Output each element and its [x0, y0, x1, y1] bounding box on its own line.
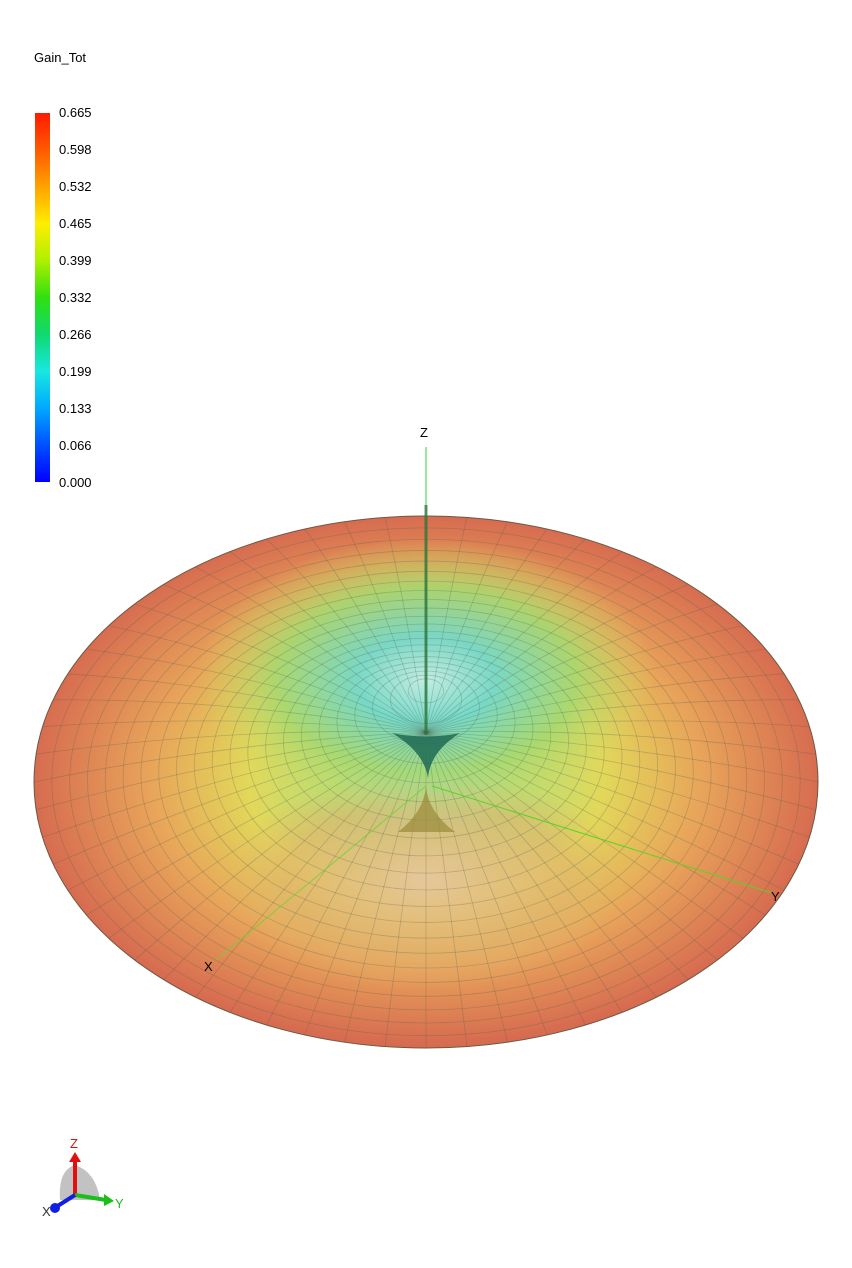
mesh-meridian	[344, 521, 427, 733]
colorbar-tick-label: 0.532	[59, 179, 92, 194]
colorbar-tick-label: 0.598	[59, 142, 92, 157]
triad-x-label: X	[42, 1204, 51, 1219]
mesh-meridian	[425, 731, 586, 1026]
mesh-meridian	[425, 731, 819, 783]
mesh-meridian	[67, 731, 427, 891]
y-axis-label: Y	[771, 889, 780, 904]
mesh-meridian	[425, 720, 810, 733]
mesh-meridian	[425, 731, 810, 838]
colorbar-tick-label: 0.266	[59, 327, 92, 342]
x-axis-label: X	[204, 959, 213, 974]
triad-x-arrow	[54, 1193, 77, 1209]
mesh-meridian	[425, 731, 657, 998]
mesh-meridian	[108, 731, 427, 939]
mesh-meridian	[33, 731, 427, 783]
colorbar-tick-label: 0.066	[59, 438, 92, 453]
mesh-meridian	[425, 731, 785, 891]
mesh-meridian	[425, 731, 799, 865]
mesh-meridian	[53, 731, 427, 865]
mesh-meridian	[425, 731, 623, 1013]
mesh-meridian	[384, 517, 427, 733]
z-axis-label: Z	[420, 425, 428, 440]
mesh-meridian	[86, 731, 427, 916]
pattern-null-throat	[392, 733, 460, 778]
mesh-meridian	[108, 625, 427, 733]
mesh-meridian	[344, 731, 427, 1043]
triad-y-arrow	[74, 1193, 107, 1202]
mesh-meridian	[425, 566, 657, 733]
mesh-meridian	[163, 583, 427, 733]
mesh-meridian	[229, 551, 427, 733]
mesh-meridian	[67, 673, 427, 733]
mesh-meridian	[384, 731, 427, 1047]
mesh-meridian	[425, 699, 799, 733]
mesh-meridian	[86, 648, 427, 733]
mesh-meridian	[425, 731, 718, 961]
mesh-meridian	[425, 731, 468, 1047]
pattern-null-throat-lower	[398, 786, 455, 832]
mesh-meridian	[42, 731, 427, 838]
triad-z-label: Z	[70, 1136, 78, 1151]
orientation-triad[interactable]: Z Y X	[42, 1136, 124, 1219]
mesh-meridian	[266, 538, 427, 733]
mesh-meridian	[425, 583, 689, 733]
triad-y-arrowhead	[104, 1194, 114, 1206]
mesh-meridian	[195, 731, 427, 998]
mesh-meridian	[36, 730, 427, 755]
mesh-meridian	[425, 625, 744, 733]
mesh-meridian	[425, 731, 766, 916]
mesh-meridian	[425, 521, 508, 733]
y-axis-line	[431, 785, 773, 894]
mesh-meridian	[36, 731, 427, 811]
triad-z-arrowhead	[69, 1152, 81, 1162]
mesh-meridian	[425, 551, 623, 733]
colorbar-tick-label: 0.000	[59, 475, 92, 490]
mesh-meridian	[195, 566, 427, 733]
triad-y-label: Y	[115, 1196, 124, 1211]
mesh-meridian	[425, 517, 468, 733]
mesh-meridian	[266, 731, 427, 1026]
mesh-meridian	[134, 603, 427, 733]
triad-sphere-shade	[59, 1165, 100, 1200]
colorbar-tick-label: 0.399	[59, 253, 92, 268]
mesh-meridian	[304, 731, 427, 1036]
colorbar-tick-label: 0.133	[59, 401, 92, 416]
colorbar-tick-label: 0.465	[59, 216, 92, 231]
mesh-meridian	[163, 731, 427, 980]
mesh-meridian	[304, 528, 427, 733]
mesh-meridian	[425, 731, 548, 1036]
mesh-meridian	[425, 731, 689, 980]
pattern-lower-cone	[216, 767, 636, 1003]
colorbar-tick-label: 0.199	[59, 364, 92, 379]
mesh-meridian	[425, 538, 586, 733]
mesh-meridian	[425, 673, 785, 733]
colorbar-tick-label: 0.665	[59, 105, 92, 120]
mesh-meridian	[425, 731, 744, 939]
mesh-meridian	[42, 720, 427, 733]
mesh-meridian	[425, 528, 548, 733]
mesh-meridian	[425, 731, 816, 811]
triad-x-arrowhead	[50, 1203, 60, 1213]
colorbar-tick-label: 0.332	[59, 290, 92, 305]
mesh-meridian	[425, 731, 508, 1043]
mesh-meridian	[53, 699, 427, 733]
mesh-meridian	[425, 603, 718, 733]
x-axis-line	[215, 785, 427, 961]
mesh-meridian	[134, 731, 427, 961]
colorbar-title: Gain_Tot	[34, 50, 87, 65]
colorbar	[35, 113, 50, 482]
mesh-meridian	[425, 730, 816, 755]
mesh-meridian	[425, 648, 766, 733]
